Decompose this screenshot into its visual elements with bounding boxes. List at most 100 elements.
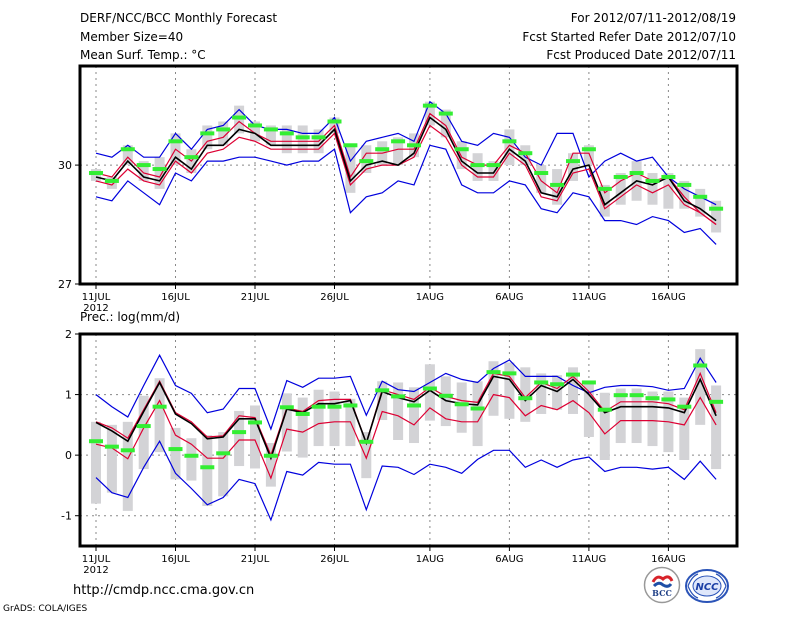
prec-xtick-label: 16JUL — [161, 554, 190, 565]
temp-box — [154, 157, 165, 189]
prec-median-mark — [422, 386, 437, 391]
prec-xtick-label: 16AUG — [651, 554, 686, 565]
prec-box — [218, 432, 229, 497]
temp-median-mark — [89, 171, 103, 176]
temp-median-mark — [407, 143, 421, 148]
prec-median-mark — [359, 439, 374, 444]
prec-median-mark — [566, 372, 580, 377]
prec-median-mark — [518, 396, 533, 401]
prec-box — [170, 427, 181, 480]
prec-xtick-label: 1AUG — [416, 554, 444, 565]
temp-median-mark — [454, 147, 469, 152]
prec-median-mark — [391, 394, 406, 399]
prec-box — [393, 382, 404, 440]
ncc-logo-laurel — [687, 573, 727, 599]
prec-xtick-label: 6AUG — [495, 554, 523, 565]
temp-median-mark — [709, 206, 724, 211]
temp-box — [663, 173, 674, 209]
prec-box — [297, 397, 308, 458]
prec-lower-quartile-line — [95, 393, 717, 480]
temp-median-mark — [232, 115, 247, 120]
temp-median-mark — [613, 174, 628, 179]
prec-median-mark — [581, 380, 596, 385]
prec-box — [536, 373, 547, 414]
temp-median-mark — [343, 143, 358, 148]
temp-box — [440, 109, 451, 138]
temp-median-mark — [184, 155, 199, 160]
forecast-started-date: Fcst Started Refer Date 2012/07/10 — [522, 30, 736, 44]
prec-box — [361, 432, 372, 479]
temp-ytick-label: 30 — [58, 159, 72, 172]
temp-box — [583, 145, 594, 166]
prec-box — [186, 438, 197, 481]
temp-median-mark — [629, 171, 644, 176]
prec-max-line — [95, 353, 717, 431]
prec-box — [106, 424, 117, 493]
prec-box — [313, 389, 324, 447]
temp-box — [345, 145, 356, 193]
prec-box — [552, 375, 563, 410]
prec-box — [265, 443, 276, 487]
prec-median-mark — [295, 411, 310, 416]
prec-box — [568, 367, 578, 414]
temp-median-mark — [677, 182, 692, 187]
variable-label: Mean Surf. Temp.: °C — [80, 48, 206, 62]
temp-median-mark — [120, 147, 135, 152]
prec-ytick-label: 1 — [65, 389, 72, 402]
prec-box — [695, 349, 706, 425]
prec-box — [599, 392, 610, 460]
prec-median-mark — [407, 403, 421, 408]
temp-median-mark — [486, 163, 501, 168]
bcc-logo-text: BCC — [652, 588, 672, 598]
temp-plot-frame — [78, 64, 739, 286]
temp-upper-quartile-line — [95, 112, 717, 225]
prec-box — [409, 387, 419, 444]
prec-median-mark — [152, 404, 167, 409]
website-url[interactable]: http://cmdp.ncc.cma.gov.cn — [73, 583, 255, 598]
prec-median-mark — [693, 363, 708, 368]
temp-box — [568, 153, 578, 181]
temp-max-line — [95, 100, 717, 206]
temp-median-mark — [359, 159, 374, 164]
temp-box — [122, 145, 133, 166]
prec-upper-quartile-line — [95, 371, 717, 457]
temp-median-mark — [470, 163, 485, 168]
temp-ytick-label: 27 — [58, 278, 72, 291]
temp-median-mark — [311, 135, 326, 140]
temp-xtick-label: 11AUG — [572, 292, 607, 303]
prec-box — [488, 361, 499, 416]
prec-median-mark — [327, 404, 342, 409]
prec-median-mark — [502, 371, 517, 376]
temp-box — [711, 200, 722, 233]
prec-median-mark — [248, 420, 262, 425]
prec-median-mark — [550, 382, 565, 387]
prec-median-mark — [89, 439, 103, 444]
ncc-logo-globe — [692, 575, 722, 597]
prec-median-mark — [486, 370, 501, 375]
prec-median-mark — [263, 453, 278, 458]
prec-median-mark — [470, 406, 485, 411]
prec-min-line — [95, 439, 717, 522]
prec-median-mark — [104, 444, 119, 449]
prec-median-mark — [597, 407, 612, 412]
temp-box — [488, 161, 499, 181]
prec-mean-line — [95, 375, 717, 461]
ncc-logo: NCC — [684, 568, 730, 604]
prec-median-mark — [120, 448, 135, 453]
temp-median-mark — [422, 103, 437, 108]
prec-box — [202, 435, 213, 507]
temp-median-mark — [200, 131, 215, 136]
prec-xtick-label: 11JUL — [82, 554, 111, 565]
temp-box — [504, 129, 515, 166]
prec-median-mark — [534, 380, 549, 385]
temp-box — [393, 137, 404, 166]
temp-median-mark — [534, 171, 549, 176]
prec-box — [679, 397, 690, 460]
temp-median-mark — [295, 135, 310, 140]
prec-box — [711, 385, 722, 470]
prec-box — [456, 382, 467, 433]
temp-xtick-label: 1AUG — [416, 292, 444, 303]
prec-box — [234, 410, 245, 467]
